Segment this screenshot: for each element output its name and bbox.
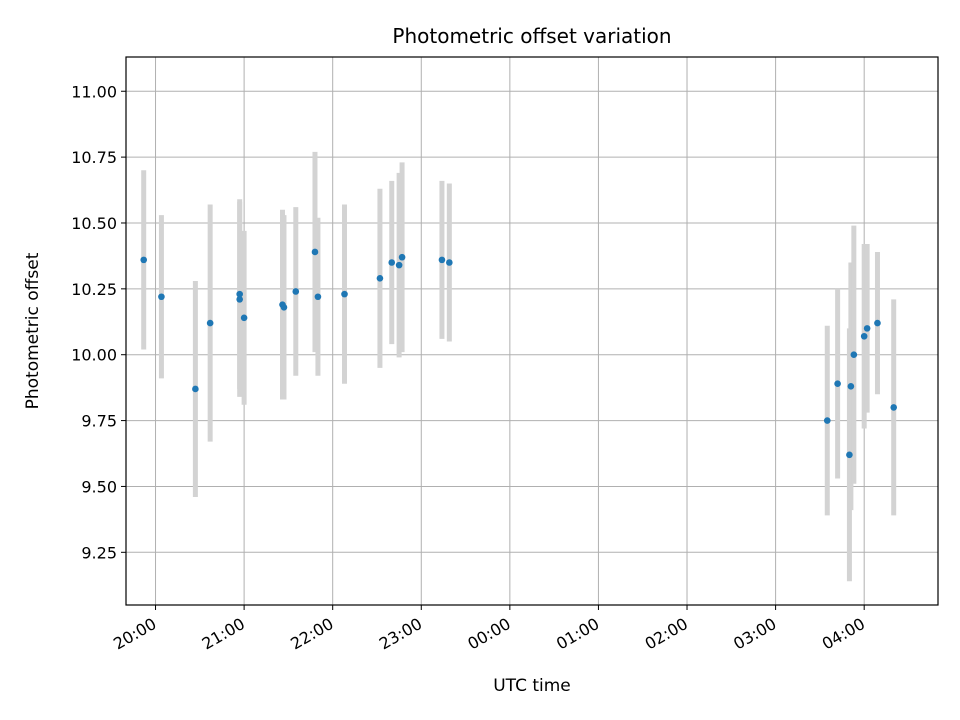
data-point [860,332,868,340]
data-point [446,259,453,266]
x-axis: 20:00 21:00 22:00 23:00 00:00 01:00 02:00 03:00… [110,605,868,654]
data-point [311,248,319,256]
y-tick-label: 10.00 [71,346,117,365]
y-axis: 9.25 9.50 9.75 10.00 10.25 10.50 10.75 11.00 [71,82,126,562]
x-tick-label: 04:00 [819,614,868,654]
y-axis-title: Photometric offset [23,252,43,409]
x-tick-label: 02:00 [642,614,691,654]
data-point [890,404,898,411]
data-point [395,261,403,269]
data-point [376,275,384,282]
plot-frame [125,56,939,606]
data-point [438,256,446,264]
data-point [823,417,831,424]
data-point [240,314,248,322]
data-point [398,253,406,261]
x-tick-label: 20:00 [110,614,159,654]
x-tick-label: 03:00 [730,614,779,654]
data-point [206,319,214,327]
chart-title: Photometric offset variation [392,24,671,48]
x-axis-title: UTC time [493,676,571,696]
y-tick-label: 9.50 [81,477,117,496]
x-tick-label: 00:00 [464,614,513,654]
data-point [292,288,300,295]
data-point [236,296,243,303]
data-point [850,351,858,359]
x-tick-label: 22:00 [287,614,336,654]
error-bars [141,151,897,582]
data-markers [140,248,898,459]
data-point [847,383,855,390]
grid [126,57,938,605]
y-tick-label: 9.75 [81,412,117,431]
data-point [140,256,148,264]
data-point [341,290,348,298]
data-point [236,290,243,298]
y-tick-label: 10.25 [71,280,117,299]
y-tick-label: 11.00 [71,82,117,101]
y-tick-label: 9.25 [81,543,117,562]
data-point [388,259,396,266]
data-point [846,451,853,459]
data-point [863,325,871,332]
y-tick-label: 10.75 [71,148,117,167]
x-tick-label: 01:00 [553,614,602,654]
y-tick-label: 10.50 [71,214,117,233]
data-point [314,293,322,301]
x-tick-label: 21:00 [199,614,248,654]
data-point [158,293,165,301]
data-point [834,380,841,387]
data-point [280,303,288,311]
x-tick-label: 23:00 [376,614,425,654]
data-point [192,385,199,393]
data-point [874,319,881,327]
